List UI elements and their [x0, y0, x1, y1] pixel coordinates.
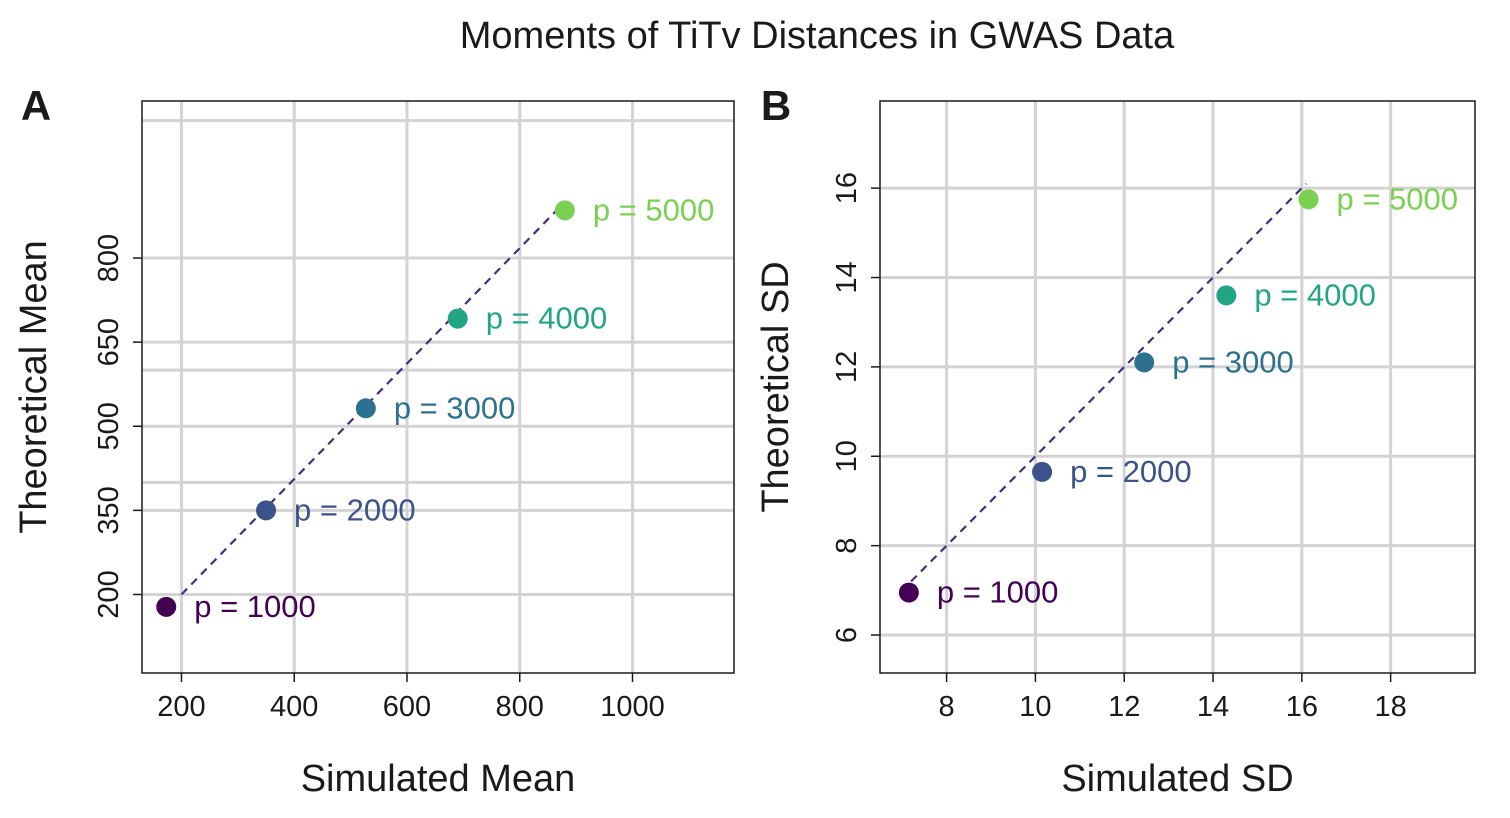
data-point — [1134, 352, 1155, 373]
point-label: p = 5000 — [1336, 181, 1458, 216]
x-tick-label: 14 — [1197, 691, 1229, 723]
x-tick-label: 1000 — [600, 691, 665, 723]
point-label: p = 5000 — [593, 192, 715, 227]
x-axis-label: Simulated Mean — [301, 758, 576, 800]
data-point — [1298, 189, 1319, 210]
y-tick-label: 10 — [831, 440, 863, 472]
x-tick-label: 18 — [1375, 691, 1407, 723]
x-tick-label: 600 — [383, 691, 431, 723]
panel-b: 8 10 12 14 16 18 6 8 10 12 14 16 Simulated SD Theoret… — [755, 82, 1476, 800]
x-tick-label: 400 — [270, 691, 318, 723]
panel-label: B — [761, 82, 791, 129]
data-point — [1216, 285, 1237, 306]
point-label: p = 4000 — [1254, 277, 1376, 312]
data-point — [447, 308, 468, 329]
x-tick-label: 8 — [939, 691, 955, 723]
point-label: p = 2000 — [1070, 454, 1192, 489]
y-tick-label: 200 — [93, 570, 125, 618]
data-point — [355, 398, 376, 419]
plot-frame — [879, 100, 1476, 674]
point-label: p = 3000 — [1172, 344, 1294, 379]
point-label: p = 1000 — [937, 575, 1059, 610]
y-tick-label: 14 — [831, 261, 863, 293]
x-tick-label: 10 — [1019, 691, 1051, 723]
point-label: p = 3000 — [394, 390, 516, 425]
point-label: p = 4000 — [486, 301, 608, 336]
y-tick-label: 650 — [93, 318, 125, 366]
y-tick-label: 16 — [831, 172, 863, 204]
y-axis-label: Theoretical Mean — [13, 240, 55, 534]
plot-frame — [141, 100, 735, 674]
x-tick-label: 16 — [1286, 691, 1318, 723]
x-axis-label: Simulated SD — [1061, 758, 1293, 800]
y-tick-label: 800 — [93, 234, 125, 282]
y-tick-label: 350 — [93, 486, 125, 534]
panel-a: 200 400 600 800 1000 200 350 500 650 800 Simulated… — [13, 82, 735, 800]
data-point — [898, 582, 919, 603]
y-tick-label: 8 — [831, 538, 863, 554]
x-tick-label: 12 — [1108, 691, 1140, 723]
reference-line — [910, 182, 1308, 583]
point-label: p = 2000 — [294, 492, 416, 527]
data-point — [1032, 461, 1053, 482]
reference-line — [180, 201, 566, 596]
y-axis-label: Theoretical SD — [755, 261, 797, 512]
data-point — [554, 200, 575, 221]
y-tick-label: 500 — [93, 402, 125, 450]
x-tick-label: 200 — [157, 691, 205, 723]
data-point — [156, 596, 177, 617]
x-tick-label: 800 — [496, 691, 544, 723]
y-tick-label: 6 — [831, 627, 863, 643]
point-label: p = 1000 — [194, 589, 316, 624]
y-tick-label: 12 — [831, 351, 863, 383]
data-point — [256, 500, 277, 521]
figure-title: Moments of TiTv Distances in GWAS Data — [460, 15, 1175, 57]
panel-label: A — [21, 82, 51, 129]
